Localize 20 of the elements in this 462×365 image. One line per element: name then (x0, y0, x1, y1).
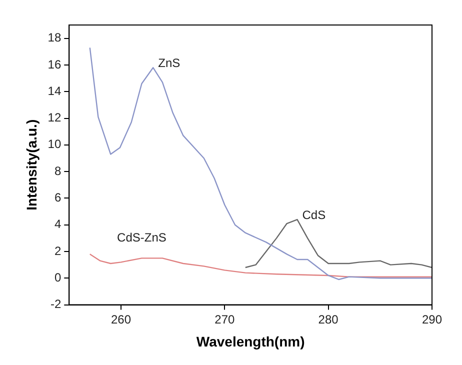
y-tick-label: 0 (54, 270, 62, 284)
series-label: CdS (302, 208, 326, 222)
series-label: ZnS (158, 56, 180, 70)
y-tick-label: 2 (54, 244, 62, 258)
x-axis-title: Wavelength(nm) (196, 333, 305, 350)
series-label: CdS-ZnS (117, 230, 166, 244)
y-tick-label: 14 (48, 84, 62, 98)
y-tick-label: 12 (48, 110, 62, 125)
x-tick-label: 280 (318, 312, 339, 326)
y-tick-label: 4 (54, 217, 62, 232)
x-tick-label: 260 (110, 312, 132, 326)
x-tick-label: 290 (422, 312, 442, 326)
y-tick-label: -2 (50, 297, 62, 312)
y-tick-label: 18 (48, 30, 62, 45)
y-tick-label: 10 (48, 137, 62, 152)
y-tick-label: 16 (48, 57, 62, 72)
y-tick-label: 8 (54, 164, 62, 178)
y-tick-label: 6 (54, 190, 62, 205)
x-tick-label: 270 (214, 312, 235, 326)
y-axis-title: Intensity(a.u.) (23, 119, 40, 210)
